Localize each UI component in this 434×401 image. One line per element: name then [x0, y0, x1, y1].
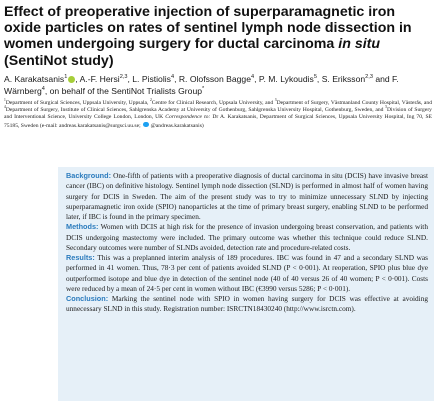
- author-affil: 5: [313, 74, 317, 81]
- section-text: Women with DCIS at high risk for the pre…: [66, 222, 428, 252]
- author-affil: 2,3: [365, 74, 373, 81]
- author-name: , A.-F. Hersi: [75, 74, 120, 84]
- section-label: Conclusion:: [66, 294, 109, 303]
- author-affil: 1: [64, 74, 68, 81]
- correspondence-text: Dr A. Karakatsanis, Department of Surgic…: [4, 114, 432, 129]
- title-text: Effect of preoperative injection of supe…: [4, 4, 412, 53]
- author-affil: 4: [250, 74, 255, 81]
- author-name: , L. Pistiolis: [127, 74, 171, 84]
- author-name: , R. Olofsson Bagge: [174, 74, 251, 84]
- orcid-icon: [68, 76, 76, 83]
- abstract-section: Results: This was a preplanned interim a…: [66, 253, 428, 294]
- paper-title: Effect of preoperative injection of supe…: [4, 4, 432, 69]
- author-affil: *: [202, 86, 205, 93]
- affil-number: 3: [274, 98, 277, 103]
- affil-number: 5: [385, 105, 387, 110]
- section-text: Marking the sentinel node with SPIO in w…: [66, 294, 428, 314]
- affil-text: Department of Surgery, Institute of Clin…: [5, 107, 386, 114]
- section-text: One-fifth of patients with a preoperativ…: [66, 171, 428, 221]
- affil-text: Division of Surgery and Interventional S…: [4, 107, 432, 121]
- affil-number: 2: [149, 98, 152, 103]
- abstract-section: Background: One-fifth of patients with a…: [66, 171, 428, 222]
- author-name: and F. Wärnberg: [4, 74, 399, 96]
- section-label: Results:: [66, 253, 95, 262]
- title-italic: in situ: [338, 36, 381, 53]
- title-rest: (SentiNot study): [4, 52, 114, 69]
- section-text: This was a preplanned interim analysis o…: [66, 253, 429, 293]
- author-affil: 2,3: [119, 74, 128, 81]
- abstract-section: Methods: Women with DCIS at high risk fo…: [66, 222, 428, 253]
- abstract: Background: One-fifth of patients with a…: [66, 171, 428, 315]
- abstract-box: [58, 167, 434, 401]
- author-affil: 4: [41, 86, 45, 93]
- affil-text: Department of Surgical Sciences, Uppsala…: [5, 100, 150, 106]
- correspondence-handle: @andreas.karakatsanis): [150, 122, 204, 129]
- author-name: , on behalf of the SentiNot Trialists Gr…: [44, 86, 203, 96]
- affiliations: 1Department of Surgical Sciences, Uppsal…: [4, 98, 433, 130]
- authors: A. Karakatsanis1, A.-F. Hersi2,3, L. Pis…: [4, 73, 432, 97]
- twitter-icon: [142, 121, 149, 127]
- abstract-section: Conclusion: Marking the sentinel node wi…: [66, 294, 428, 315]
- affil-text: Centre for Clinical Research, Uppsala Un…: [151, 100, 275, 106]
- author-affil: 4: [170, 74, 175, 81]
- section-label: Background:: [66, 171, 111, 180]
- affil-number: 1: [4, 98, 6, 103]
- author-name: , P. M. Lykoudis: [254, 74, 314, 84]
- affil-text: Department of Surgery, Västmanland Count…: [276, 100, 433, 106]
- correspondence-label: Correspondence to:: [165, 114, 211, 121]
- author-name: A. Karakatsanis: [4, 74, 65, 84]
- affil-number: 4: [4, 105, 6, 110]
- section-label: Methods:: [66, 222, 99, 232]
- author-name: , S. Eriksson: [316, 74, 366, 84]
